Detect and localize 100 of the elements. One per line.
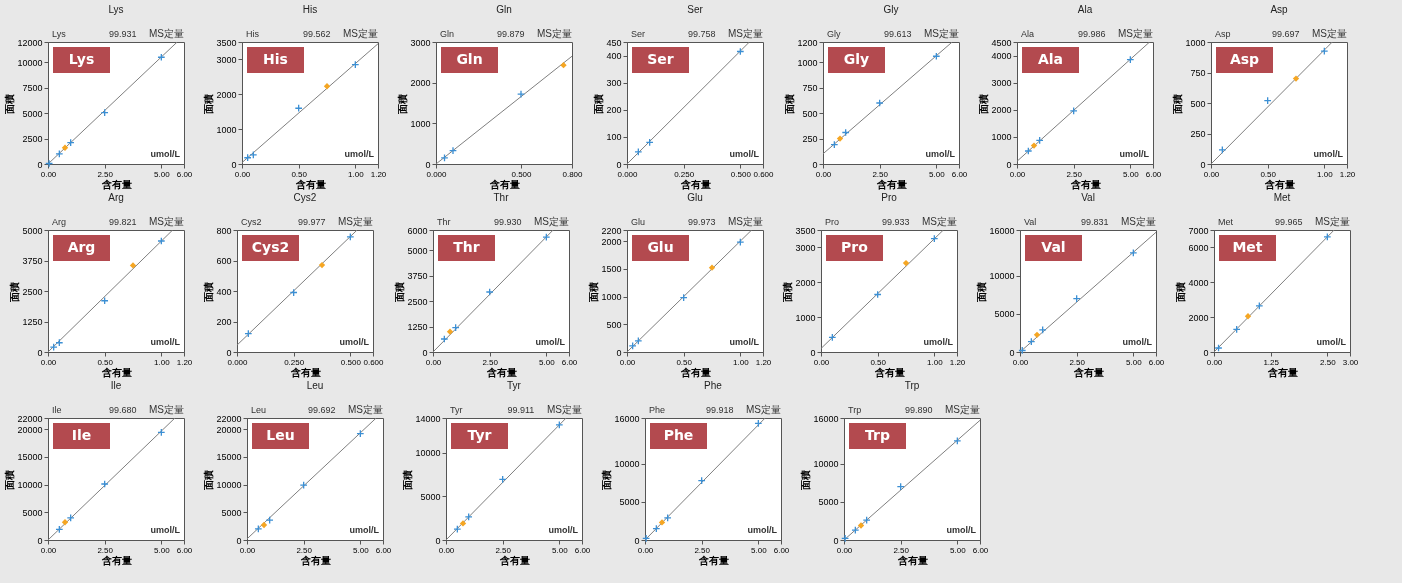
x-tick-label: 6.00	[773, 545, 790, 555]
point	[346, 232, 355, 241]
y-tick-label: 15000	[17, 452, 43, 463]
text: Asp	[1215, 29, 1231, 39]
x-axis-title: 含有量	[100, 554, 132, 566]
point	[1323, 232, 1332, 241]
y-tick-label: 6000	[407, 225, 428, 236]
y-tick-label: 1000	[601, 292, 622, 303]
y-tick-label: 800	[216, 225, 232, 236]
point	[642, 534, 651, 543]
x-axis-title: 含有量	[875, 178, 907, 190]
x-tick-label: 6.00	[1148, 357, 1165, 367]
text: 99.911	[507, 405, 535, 415]
y-tick-label: 16000	[813, 413, 839, 424]
annotation: Asp	[1229, 51, 1260, 67]
x-tick-label: 1.00	[733, 357, 750, 367]
annotation: umol/L	[535, 337, 566, 347]
y-tick-label: 2200	[601, 225, 622, 236]
x-tick-label: 0.000	[426, 169, 448, 179]
text: 99.692	[308, 405, 336, 415]
annotation: Thr	[453, 239, 480, 255]
x-axis-title: 含有量	[488, 178, 520, 190]
point	[299, 481, 308, 490]
x-tick-label: 1.25	[1263, 357, 1280, 367]
x-tick-label: 0.00	[815, 169, 832, 179]
x-tick-label: 5.00	[154, 545, 171, 555]
chart-title: Val	[1081, 192, 1095, 203]
y-tick-label: 5000	[994, 309, 1015, 320]
y-tick-label: 5000	[818, 497, 839, 508]
y-tick-label: 3500	[795, 225, 816, 236]
y-tick-label: 1000	[795, 312, 816, 323]
point	[260, 521, 268, 529]
text: MS定量	[348, 404, 383, 415]
x-tick-label: 6.00	[972, 545, 989, 555]
x-tick-label: 0.600	[753, 169, 775, 179]
y-tick-label: 10000	[415, 448, 441, 459]
text: Glu	[631, 217, 646, 227]
point	[265, 516, 274, 525]
point	[61, 519, 69, 526]
x-tick-label: 6.00	[951, 169, 968, 179]
annotation: Gly	[843, 51, 870, 67]
x-tick-label: 0.500	[511, 169, 533, 179]
x-axis-title: 含有量	[498, 554, 530, 566]
y-tick-label: 400	[606, 51, 622, 62]
x-tick-label: 5.00	[539, 357, 556, 367]
y-tick-label: 0	[37, 347, 43, 358]
x-tick-label: 0.00	[234, 169, 251, 179]
y-tick-label: 1250	[407, 322, 428, 333]
x-tick-label: 2.50	[1066, 169, 1083, 179]
x-tick-label: 2.50	[495, 545, 512, 555]
text: 99.758	[688, 29, 716, 39]
x-tick-label: 0.00	[40, 357, 57, 367]
x-tick-label: 2.50	[296, 545, 313, 555]
y-tick-label: 300	[606, 78, 622, 89]
point	[953, 436, 962, 445]
x-axis-title: 含有量	[679, 178, 711, 190]
y-tick-label: 10000	[614, 459, 640, 470]
x-axis-title: 含有量	[896, 554, 928, 566]
chart-title: Thr	[493, 192, 510, 203]
x-tick-label: 1.20	[176, 357, 193, 367]
x-axis-title: 含有量	[1266, 366, 1298, 378]
annotation: Ala	[1037, 51, 1064, 67]
x-axis-title: 含有量	[485, 366, 517, 378]
point	[254, 524, 263, 533]
x-tick-label: 2.50	[97, 545, 114, 555]
y-axis-title: 面積	[203, 469, 215, 491]
text: Pro	[825, 217, 840, 227]
y-tick-label: 0	[810, 347, 816, 358]
y-tick-label: 12000	[17, 37, 43, 48]
y-axis-title: 面積	[601, 469, 613, 491]
y-tick-label: 2500	[407, 296, 428, 307]
x-tick-label: 2.50	[872, 169, 889, 179]
y-tick-label: 10000	[813, 459, 839, 470]
x-tick-label: 0.00	[40, 545, 57, 555]
y-axis-title: 面積	[782, 281, 794, 303]
y-tick-label: 500	[606, 319, 622, 330]
x-tick-label: 0.00	[425, 357, 442, 367]
x-axis-title: 含有量	[100, 178, 132, 190]
y-tick-label: 1200	[797, 37, 818, 48]
y-tick-label: 3750	[407, 271, 428, 282]
y-tick-label: 7000	[1188, 225, 1209, 236]
y-tick-label: 6000	[1188, 242, 1209, 253]
x-tick-label: 6.00	[1145, 169, 1162, 179]
x-tick-label: 0.00	[40, 169, 57, 179]
text: MS定量	[534, 216, 569, 227]
text: MS定量	[728, 216, 763, 227]
y-axis-title: 面積	[203, 281, 215, 303]
x-tick-label: 1.00	[1317, 169, 1334, 179]
y-tick-label: 2000	[795, 277, 816, 288]
point	[875, 99, 884, 107]
chart-title: Pro	[881, 192, 898, 203]
point	[1244, 313, 1252, 320]
point	[100, 479, 109, 488]
text: MS定量	[945, 404, 980, 415]
y-tick-label: 5000	[22, 507, 43, 518]
point	[560, 62, 567, 69]
x-tick-label: 5.00	[929, 169, 946, 179]
y-tick-label: 5000	[22, 108, 43, 119]
y-tick-label: 5000	[619, 497, 640, 508]
y-tick-label: 20000	[216, 424, 242, 435]
